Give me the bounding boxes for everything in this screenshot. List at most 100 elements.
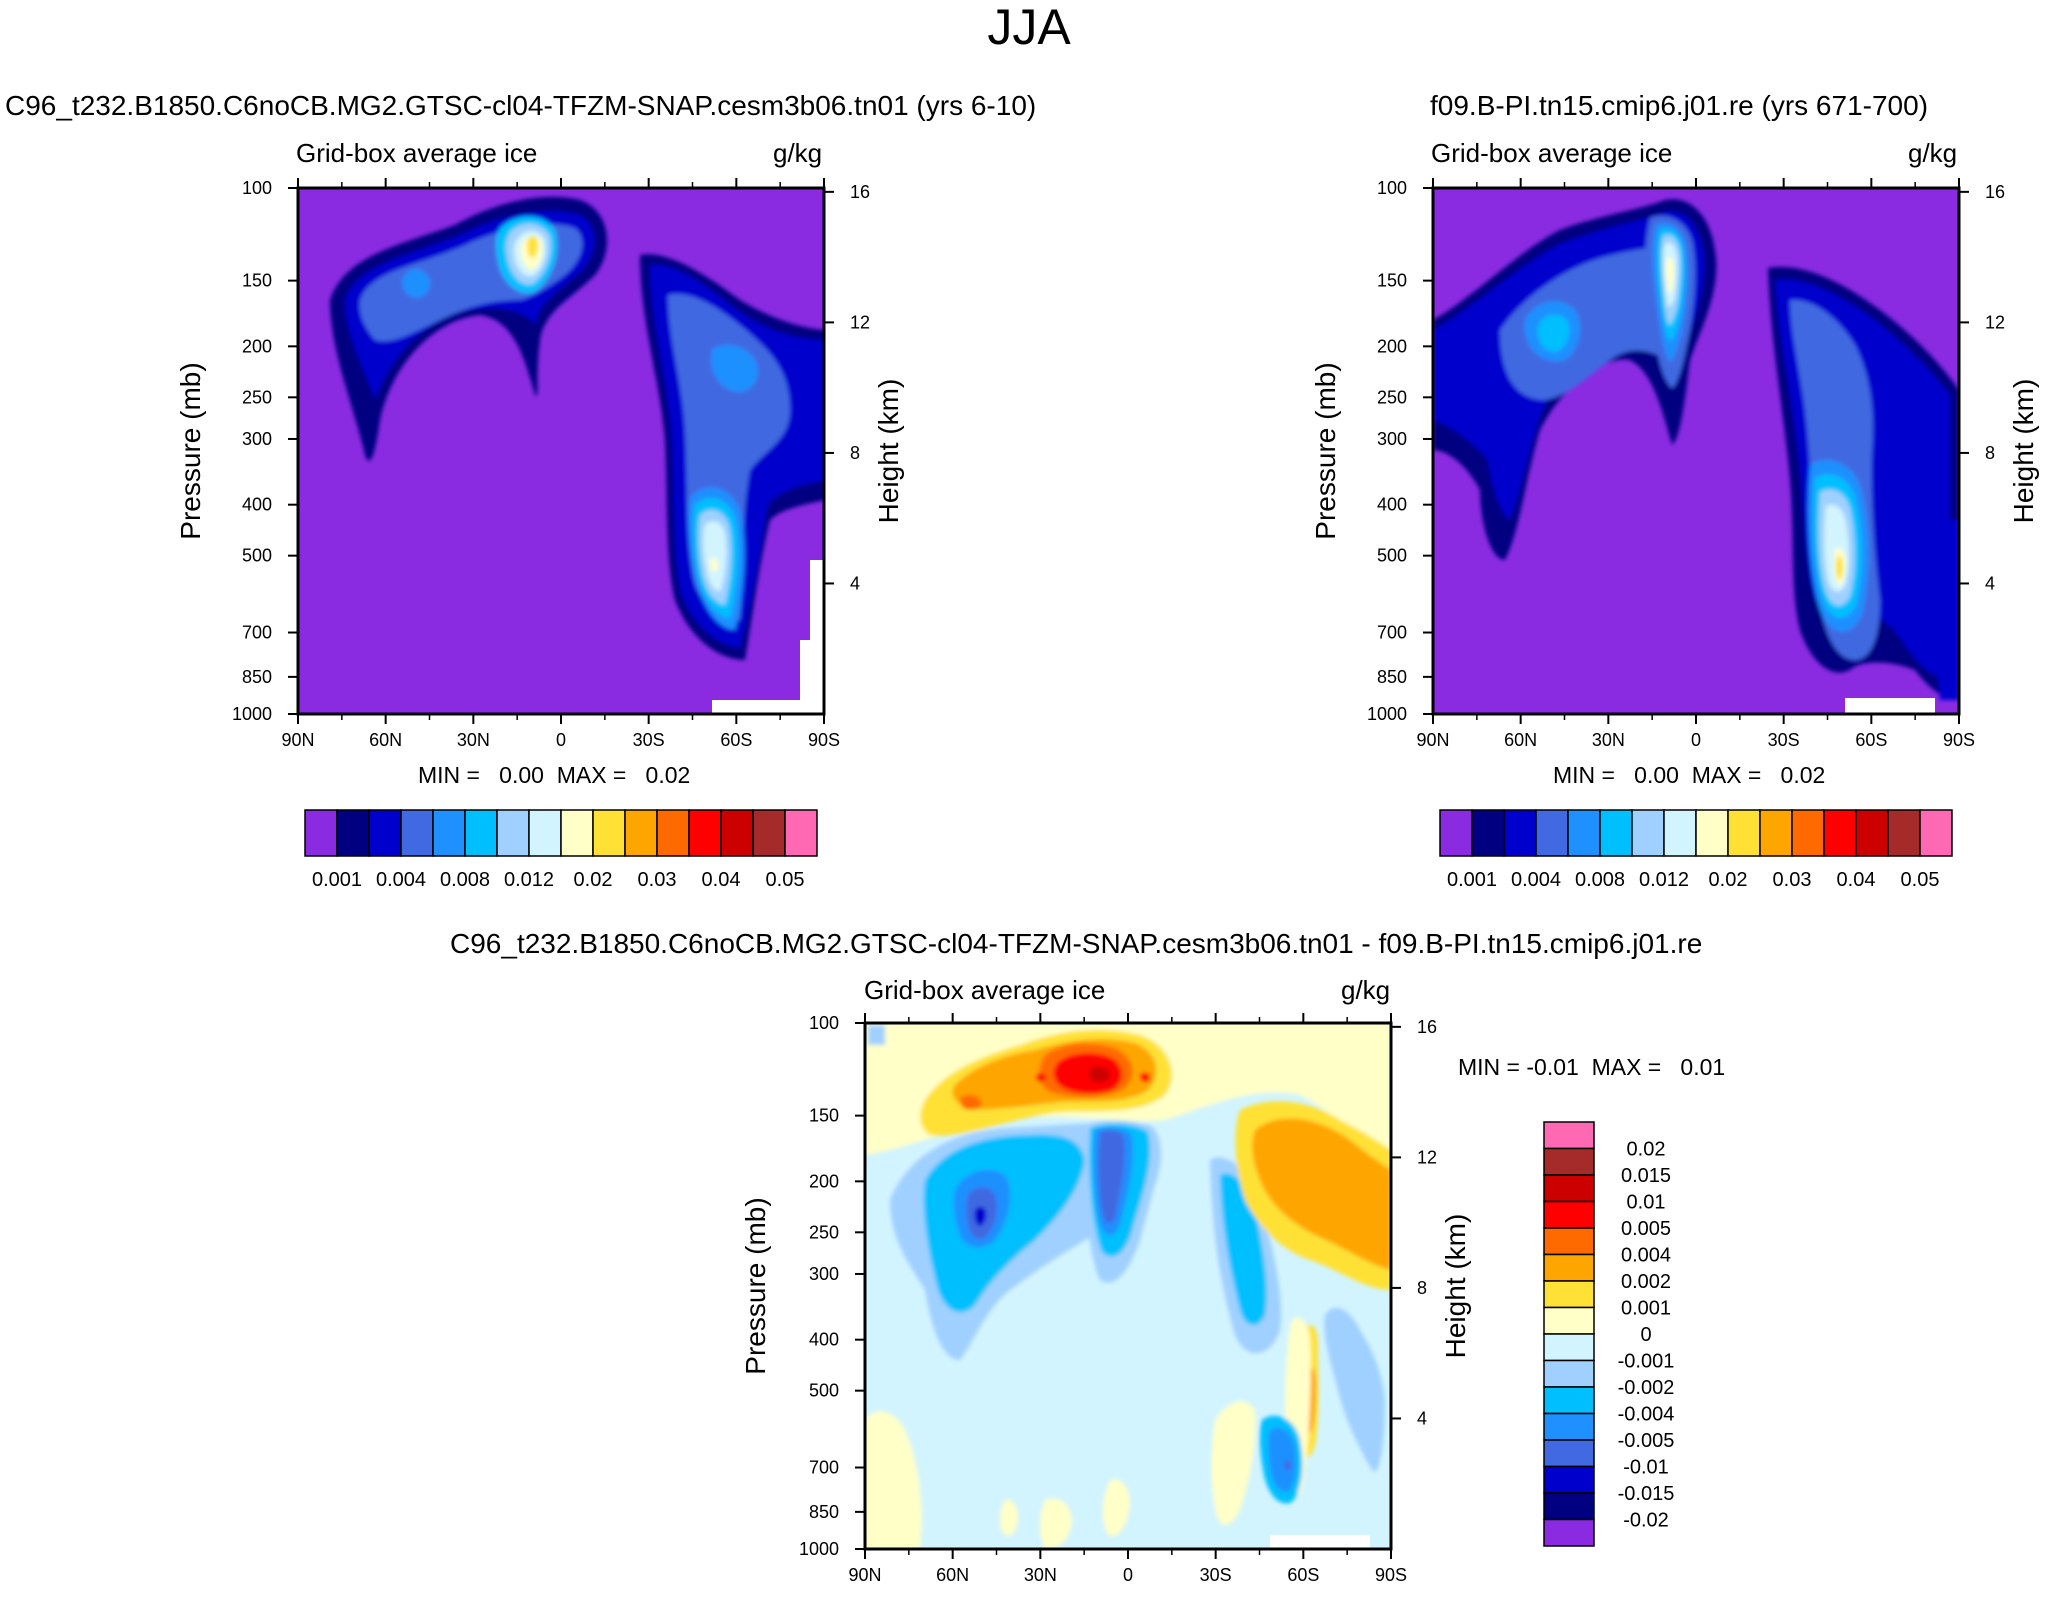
colorbar-swatch (1791, 809, 1825, 857)
p3-dodger-low (1268, 1427, 1297, 1493)
p2-right-strip (1934, 520, 1959, 700)
colorbar-swatch (1543, 1147, 1595, 1176)
y-tick-label: 1000 (1367, 704, 1407, 724)
y2-axis-title: Height (km) (2008, 379, 2039, 524)
colorbar-swatch (1535, 809, 1569, 857)
colorbar-label: 0.001 (312, 869, 362, 891)
y2-tick-label: 12 (1417, 1147, 1437, 1167)
x-tick-label: 60N (936, 1565, 969, 1585)
panel-2-title: f09.B-PI.tn15.cmip6.j01.re (yrs 671-700) (1430, 90, 1929, 121)
y-tick-label: 500 (809, 1381, 839, 1401)
y2-tick-label: 4 (850, 573, 860, 593)
y-tick-label: 400 (1377, 495, 1407, 515)
colorbar-swatch (688, 809, 722, 857)
x-tick-label: 90S (808, 730, 840, 750)
colorbar-label: 0.005 (1621, 1218, 1671, 1240)
y2-tick-label: 8 (850, 443, 860, 463)
colorbar-label: 0.02 (574, 869, 613, 891)
y-tick-label: 250 (809, 1222, 839, 1242)
panel-2-min-max: MIN = 0.00 MAX = 0.02 (1553, 762, 1826, 788)
panel-2-contour-field (1433, 188, 1959, 714)
x-tick-label: 60S (1287, 1565, 1319, 1585)
x-tick-label: 60N (1504, 730, 1537, 750)
colorbar-label: 0.015 (1621, 1165, 1671, 1187)
colorbar-swatch (1695, 809, 1729, 857)
x-tick-label: 60N (369, 730, 402, 750)
x-tick-label: 30N (1592, 730, 1625, 750)
colorbar-label: -0.02 (1623, 1510, 1669, 1532)
colorbar-label: 0.001 (1447, 869, 1497, 891)
y2-tick-label: 16 (1417, 1017, 1437, 1037)
p3-red-blob (1053, 1053, 1122, 1094)
y-tick-label: 100 (1377, 178, 1407, 198)
p2-sh-core-y (1836, 555, 1843, 580)
colorbar-swatch (1471, 809, 1505, 857)
colorbar-swatch (1543, 1121, 1595, 1150)
colorbar-label: -0.001 (1618, 1351, 1675, 1373)
p3-small-red-right (1140, 1072, 1151, 1083)
colorbar-label: 0 (1640, 1324, 1651, 1346)
y2-axis-title: Height (km) (873, 379, 904, 524)
colorbar-label: 0.04 (1837, 869, 1876, 891)
y-tick-label: 700 (1377, 623, 1407, 643)
p3-missing-ground (1270, 1535, 1370, 1549)
colorbar-label: 0.05 (1901, 869, 1940, 891)
p3-darkred-core (1089, 1066, 1110, 1083)
colorbar-swatch (752, 809, 786, 857)
x-tick-label: 90S (1943, 730, 1975, 750)
colorbar-swatch (304, 809, 338, 857)
colorbar-swatch (1855, 809, 1889, 857)
panel-1-units-label: g/kg (773, 138, 823, 168)
colorbar-label: -0.01 (1623, 1457, 1669, 1479)
y2-tick-label: 12 (1985, 312, 2005, 332)
panel-1-title: C96_t232.B1850.C6noCB.MG2.GTSC-cl04-TFZM… (5, 90, 1037, 121)
colorbar-label: -0.015 (1618, 1483, 1675, 1505)
p2-nh-deepsky (1537, 314, 1570, 352)
y-tick-label: 200 (809, 1171, 839, 1191)
colorbar-label: 0.001 (1621, 1298, 1671, 1320)
panel-3-axes: 90N 60N 30N 0 30S 60S 90S 100 150 200 250 300 400 500… (740, 1013, 1471, 1585)
colorbar-swatch (1503, 809, 1537, 857)
y-tick-label: 850 (809, 1502, 839, 1522)
colorbar-swatch (496, 809, 530, 857)
panel-3-title: C96_t232.B1850.C6noCB.MG2.GTSC-cl04-TFZM… (450, 928, 1703, 959)
colorbar-label: 0.01 (1627, 1192, 1666, 1214)
p1-sh-core (710, 557, 719, 572)
p3-royal-low (1284, 1460, 1291, 1470)
y-tick-label: 850 (242, 667, 272, 687)
x-tick-label: 30S (633, 730, 665, 750)
colorbar-label: 0.02 (1627, 1139, 1666, 1161)
p3-yellow-floor-streak1 (1039, 1498, 1072, 1549)
p1-sh-lighter (703, 521, 727, 592)
colorbar-swatch (464, 809, 498, 857)
x-tick-label: 90N (281, 730, 314, 750)
y-tick-label: 200 (1377, 336, 1407, 356)
y-tick-label: 250 (242, 387, 272, 407)
panel-2-axes: 90N 60N 30N 0 30S 60S 90S 100 150 200 250 300 400 500… (1310, 178, 2039, 750)
y-axis-title: Pressure (mb) (1310, 362, 1341, 539)
colorbar-swatch (1543, 1227, 1595, 1256)
y-tick-label: 400 (809, 1330, 839, 1350)
colorbar-swatch (560, 809, 594, 857)
colorbar-swatch (1543, 1386, 1595, 1415)
colorbar-label: -0.004 (1618, 1404, 1675, 1426)
p1-nh-core5 (527, 236, 538, 258)
p3-yellow-floor-streak2 (1102, 1479, 1130, 1536)
y-axis-title: Pressure (mb) (175, 362, 206, 539)
y-tick-label: 700 (809, 1458, 839, 1478)
x-tick-label: 90N (848, 1565, 881, 1585)
panel-1-min-max: MIN = 0.00 MAX = 0.02 (418, 762, 691, 788)
y2-tick-label: 8 (1417, 1278, 1427, 1298)
colorbar-swatch (1543, 1280, 1595, 1309)
p3-orange-left-spot (960, 1094, 982, 1110)
colorbar-label: -0.002 (1618, 1377, 1675, 1399)
colorbar-swatch (1543, 1174, 1595, 1203)
panel-1-left-label: Grid-box average ice (296, 138, 538, 168)
panel-3-colorbar: 0.02 0.015 0.01 0.005 0.004 0.002 0.001 0 -0.001… (1543, 1121, 1675, 1547)
panel-3-contour-field (865, 1023, 1391, 1549)
p2-nh-core-yellow (1666, 257, 1674, 294)
colorbar-label: 0.03 (1773, 869, 1812, 891)
colorbar-swatch (336, 809, 370, 857)
colorbar-label: 0.002 (1621, 1271, 1671, 1293)
